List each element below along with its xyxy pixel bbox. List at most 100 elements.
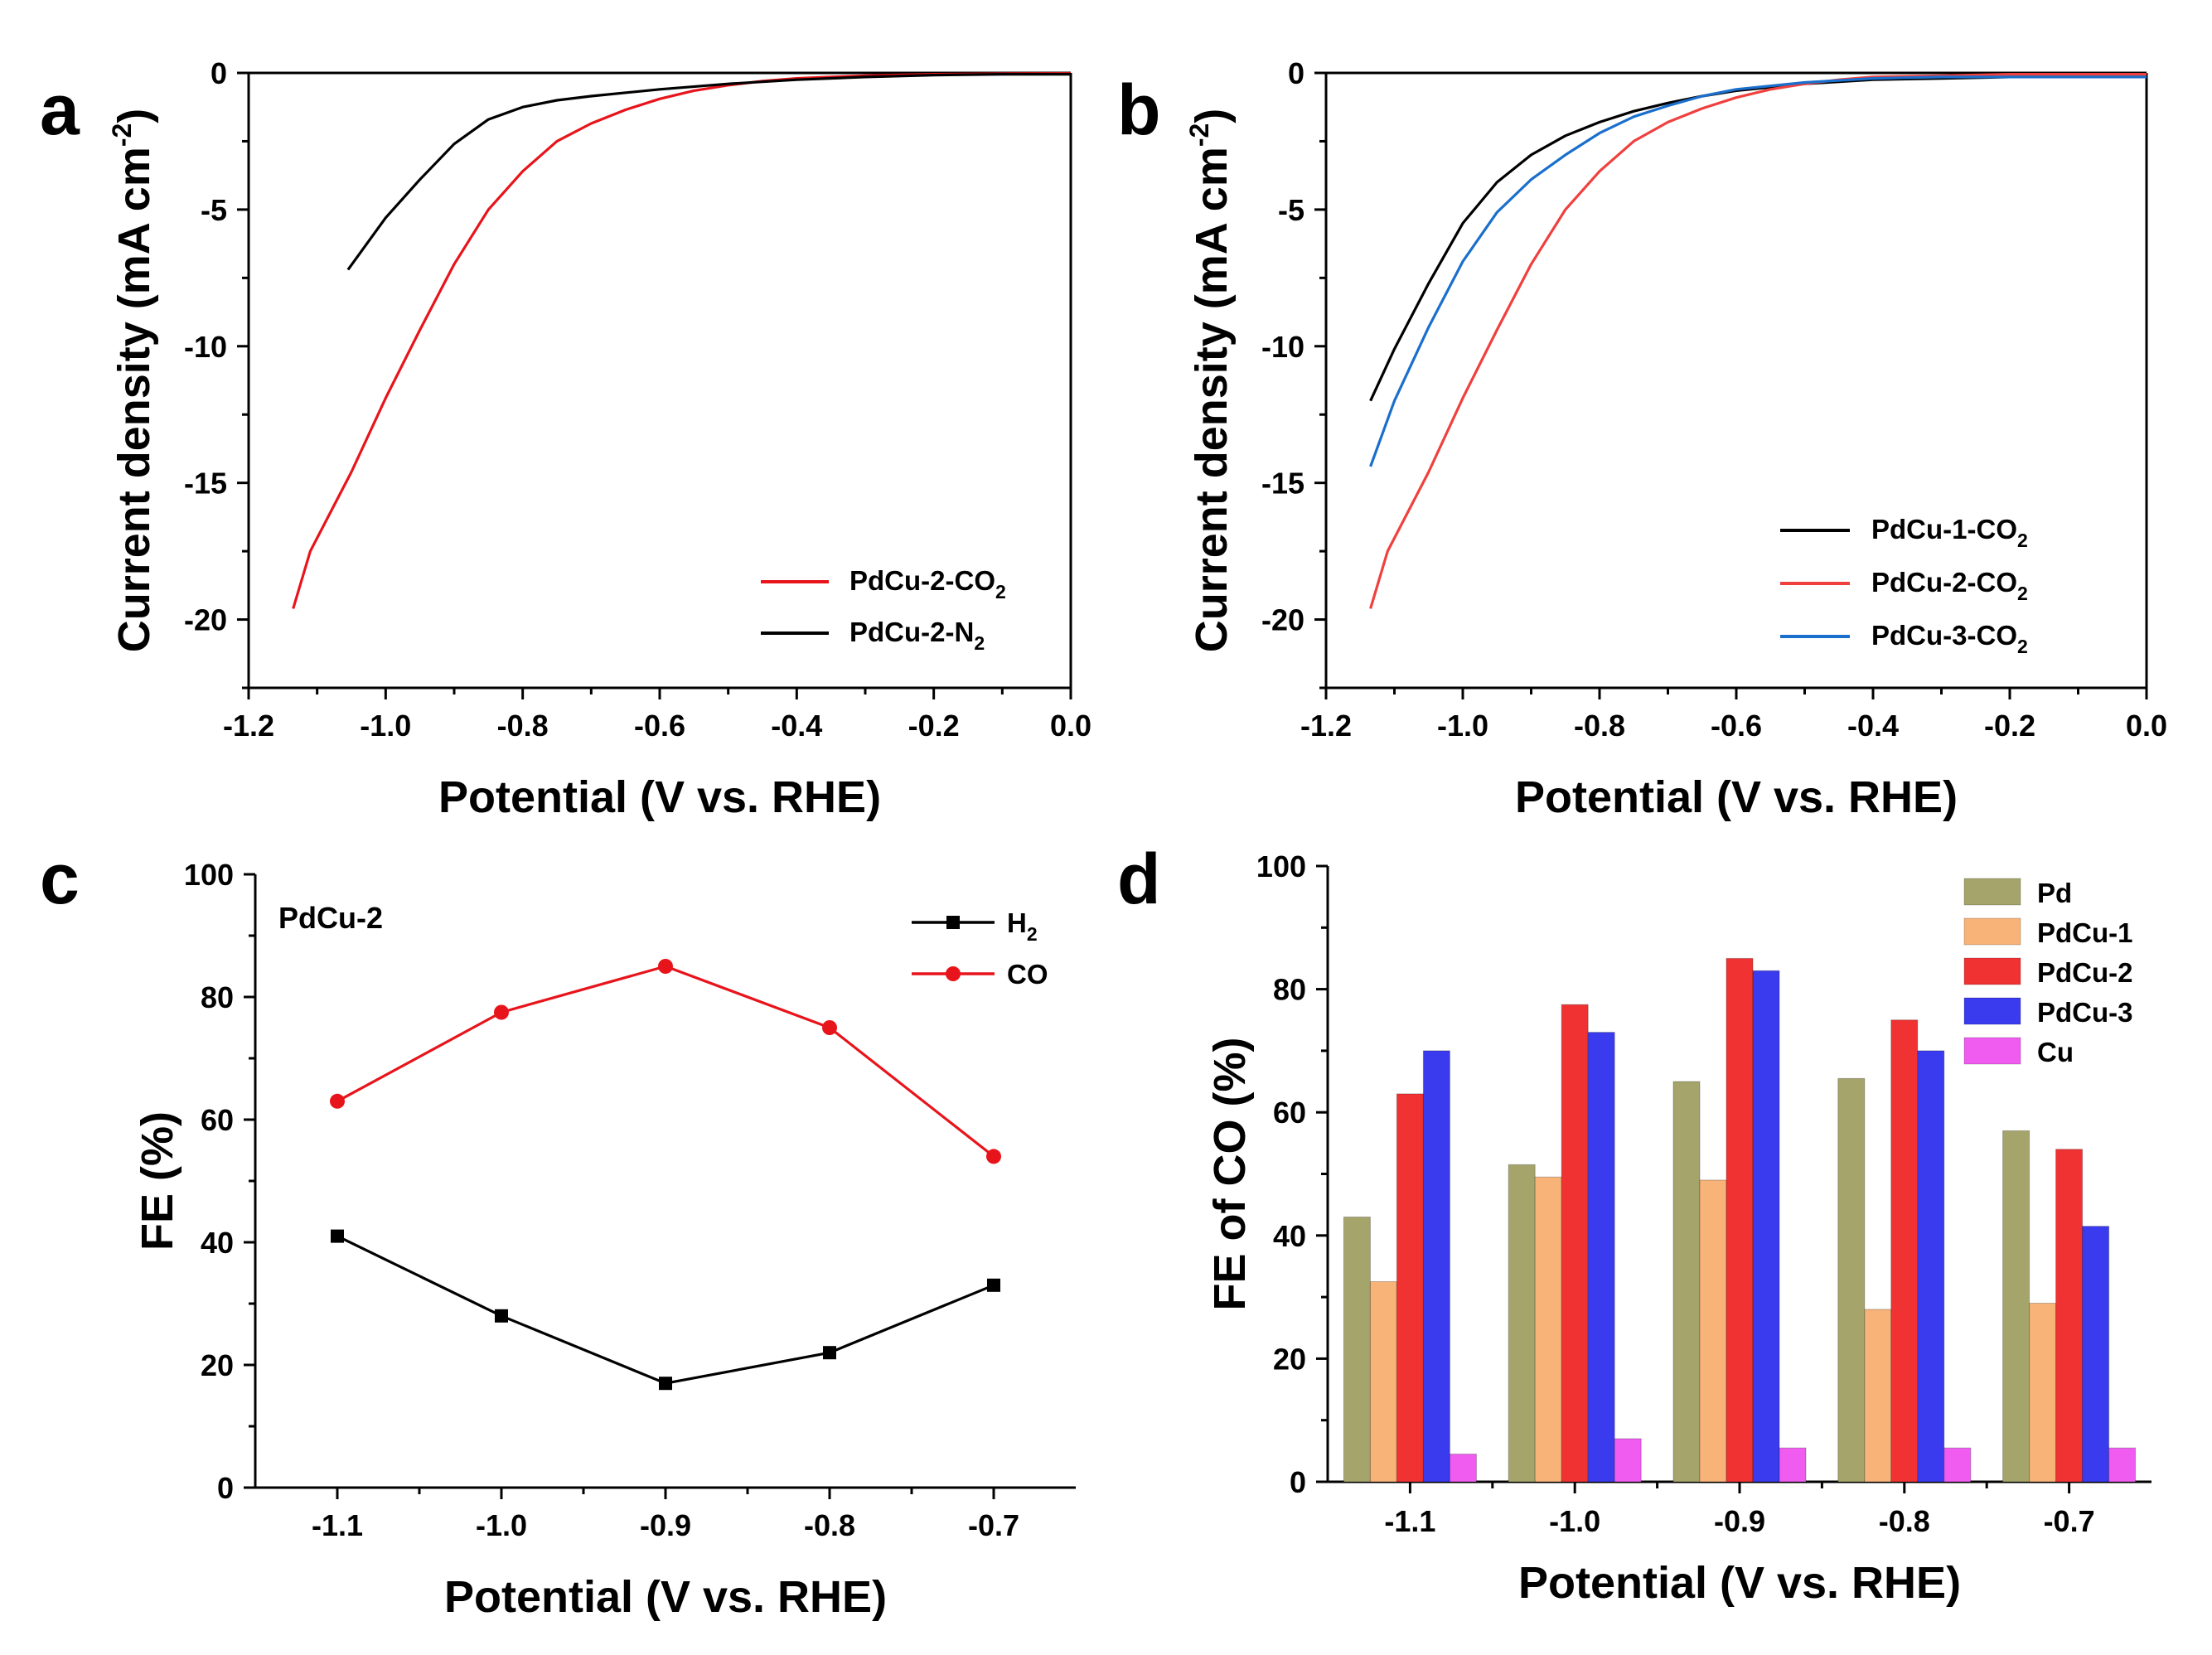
y-tick-label: 60 [1273, 1096, 1306, 1130]
bar-pdcu-2 [1890, 1019, 1919, 1483]
bar-pdcu-3 [1752, 970, 1780, 1483]
bar-pd [1343, 1217, 1371, 1483]
y-tick-label: 20 [201, 1348, 234, 1382]
y-tick-label: -5 [201, 193, 227, 227]
legend-label: PdCu-2-N2 [849, 617, 985, 654]
bar-pdcu-1 [2029, 1303, 2057, 1483]
panel-letter-c: c [40, 840, 80, 919]
y-tick-label: 40 [201, 1226, 234, 1260]
y-tick-label: -20 [184, 603, 227, 637]
legend-swatch [1963, 878, 2021, 906]
legend-label: PdCu-2-CO2 [1871, 567, 2028, 604]
bar-pdcu-3 [1917, 1050, 1945, 1483]
data-point-square [495, 1309, 508, 1323]
bar-pd [2002, 1130, 2030, 1483]
panel-letter-b: b [1117, 70, 1161, 150]
panel-c: c -1.1 -1.0 -0.9 -0.8 -0.7 0 20 40 60 80 100 Potenti… [40, 840, 1076, 1622]
x-tick-label: -1.1 [1384, 1504, 1435, 1538]
data-point-circle [330, 1093, 345, 1109]
x-tick-label: -1.0 [1437, 709, 1488, 743]
bar-pdcu-2 [1396, 1093, 1424, 1483]
data-point-square [659, 1377, 672, 1391]
x-tick-label: -1.1 [312, 1508, 363, 1542]
legend-swatch [1963, 917, 2021, 946]
data-point-circle [658, 959, 673, 974]
y-tick-label: 60 [201, 1103, 234, 1137]
x-tick-label: -0.6 [1711, 709, 1762, 743]
legend-label: H2 [1007, 907, 1038, 945]
series-line-1 [1369, 72, 2147, 609]
bar-pdcu-2 [1726, 957, 1754, 1483]
bar-cu [2108, 1447, 2137, 1483]
x-tick-label: 0.0 [2126, 709, 2167, 743]
panel-b: b -1.2 -1.0 -0.8 -0.6 -0.4 -0.2 0.0 0 -5 -10 -15 -20… [1117, 56, 2167, 822]
x-tick-label: -1.0 [360, 709, 411, 743]
y-tick-label: -15 [1261, 467, 1304, 501]
x-tick-label: -0.2 [908, 709, 960, 743]
y-tick-label: 0 [211, 56, 227, 90]
panel-a: a -1.2 -1.0 -0.8 -0.6 -0.4 -0.2 0.0 0 -5 -10 -15 -20… [40, 56, 1091, 822]
legend-label: PdCu-3-CO2 [1871, 620, 2028, 657]
y-tick-label: -15 [184, 467, 227, 501]
panel-letter-d: d [1117, 840, 1161, 919]
x-tick-label: -0.4 [1847, 709, 1899, 743]
legend-swatch [1963, 997, 2021, 1025]
data-point-square [331, 1229, 344, 1243]
data-point-circle [986, 1149, 1001, 1164]
bar-pdcu-2 [1561, 1004, 1589, 1483]
series-line-0 [292, 72, 1072, 609]
x-tick-label: -1.2 [223, 709, 274, 743]
legend-marker-square [946, 916, 960, 929]
legend-label: PdCu-1 [2037, 917, 2133, 948]
panel-d: d 0 20 40 60 80 100 -1.1 -1.0 -0.9 -0.8 -0.7 Potenti… [1117, 840, 2151, 1608]
y-tick-label: 0 [217, 1471, 234, 1505]
x-tick-label: -0.7 [968, 1508, 1019, 1542]
bar-pdcu-1 [1864, 1309, 1892, 1483]
y-tick-label: 80 [1273, 973, 1306, 1007]
legend-label: PdCu-2 [2037, 957, 2133, 988]
legend-label: Cu [2037, 1037, 2074, 1067]
bar-pdcu-2 [2055, 1149, 2084, 1483]
legend-label: PdCu-3 [2037, 997, 2133, 1028]
bar-pd [1837, 1077, 1866, 1483]
x-tick-label: -0.9 [1714, 1504, 1765, 1538]
legend-swatch [1963, 957, 2021, 985]
x-tick-label: -0.8 [804, 1508, 855, 1542]
data-point-circle [822, 1020, 837, 1035]
panel-letter-a: a [40, 70, 80, 150]
bar-pdcu-1 [1534, 1176, 1562, 1483]
bar-cu [1449, 1454, 1477, 1483]
legend-label: PdCu-2-CO2 [849, 565, 1006, 602]
bar-pd [1672, 1081, 1701, 1483]
series-line-2 [1369, 75, 2147, 467]
x-tick-label: -1.0 [476, 1508, 527, 1542]
y-tick-label: 100 [1256, 849, 1306, 883]
series-line-1 [336, 965, 995, 1158]
bar-cu [1779, 1447, 1807, 1483]
x-tick-label: -0.6 [634, 709, 685, 743]
x-axis-title: Potential (V vs. RHE) [1518, 1558, 1961, 1608]
data-point-square [987, 1278, 1000, 1292]
y-tick-label: 0 [1290, 1465, 1306, 1499]
y-tick-label: 40 [1273, 1219, 1306, 1253]
bar-pdcu-3 [1422, 1050, 1450, 1483]
y-tick-label: 80 [201, 980, 234, 1014]
legend-marker-circle [946, 966, 961, 981]
y-axis-title: FE of CO (%) [1205, 1038, 1255, 1311]
bar-cu [1943, 1447, 1972, 1483]
bar-pd [1508, 1164, 1536, 1483]
y-tick-label: 0 [1288, 56, 1304, 90]
x-tick-label: -0.4 [771, 709, 822, 743]
bar-pdcu-1 [1699, 1179, 1727, 1483]
legend-label: CO [1007, 959, 1048, 990]
x-tick-label: -0.2 [1984, 709, 2035, 743]
y-axis-title: FE (%) [133, 1111, 182, 1251]
x-tick-label: -0.7 [2044, 1504, 2095, 1538]
y-tick-label: 100 [184, 858, 234, 892]
x-axis-title: Potential (V vs. RHE) [438, 772, 881, 822]
y-tick-label: -20 [1261, 603, 1304, 637]
y-tick-label: -10 [1261, 330, 1304, 364]
x-tick-label: -1.2 [1300, 709, 1352, 743]
bar-pdcu-1 [1369, 1281, 1397, 1483]
